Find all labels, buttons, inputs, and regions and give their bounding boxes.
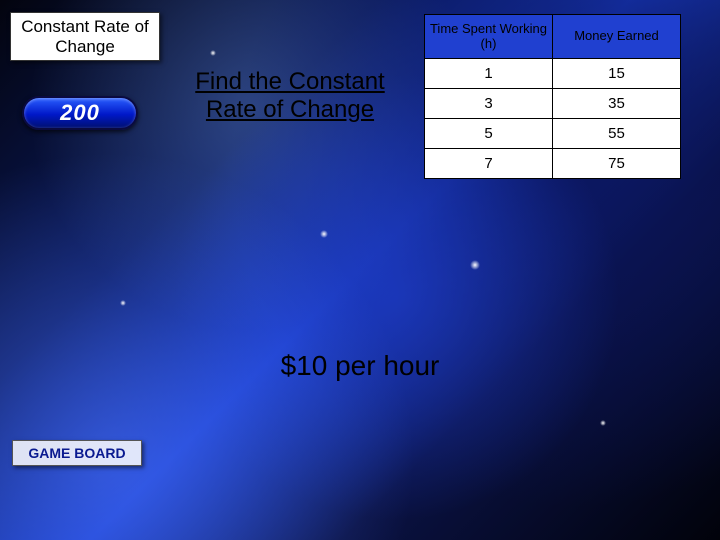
table-row: 5 55: [425, 119, 681, 149]
category-label: Constant Rate of Change: [21, 17, 149, 56]
game-board-button[interactable]: GAME BOARD: [12, 440, 142, 466]
question-prompt: Find the Constant Rate of Change: [175, 68, 405, 123]
sparkle: [120, 300, 126, 306]
table-cell: 75: [553, 149, 681, 179]
table-row: 1 15: [425, 59, 681, 89]
table-header: Money Earned: [553, 15, 681, 59]
table-row: 7 75: [425, 149, 681, 179]
table-header: Time Spent Working (h): [425, 15, 553, 59]
answer-value: $10 per hour: [281, 350, 440, 381]
table-row: 3 35: [425, 89, 681, 119]
table-cell: 1: [425, 59, 553, 89]
category-card: Constant Rate of Change: [10, 12, 160, 61]
table-header-row: Time Spent Working (h) Money Earned: [425, 15, 681, 59]
table-cell: 7: [425, 149, 553, 179]
data-table: Time Spent Working (h) Money Earned 1 15…: [424, 14, 681, 179]
answer-text: $10 per hour: [0, 350, 720, 382]
sparkle: [210, 50, 216, 56]
sparkle: [470, 260, 480, 270]
prompt-text: Find the Constant Rate of Change: [195, 68, 384, 123]
sparkle: [320, 230, 328, 238]
table-cell: 35: [553, 89, 681, 119]
table-cell: 55: [553, 119, 681, 149]
sparkle: [600, 420, 606, 426]
table-cell: 15: [553, 59, 681, 89]
game-board-label: GAME BOARD: [28, 445, 125, 461]
table-cell: 5: [425, 119, 553, 149]
score-value: 200: [60, 100, 100, 126]
score-badge: 200: [22, 96, 138, 130]
table-cell: 3: [425, 89, 553, 119]
